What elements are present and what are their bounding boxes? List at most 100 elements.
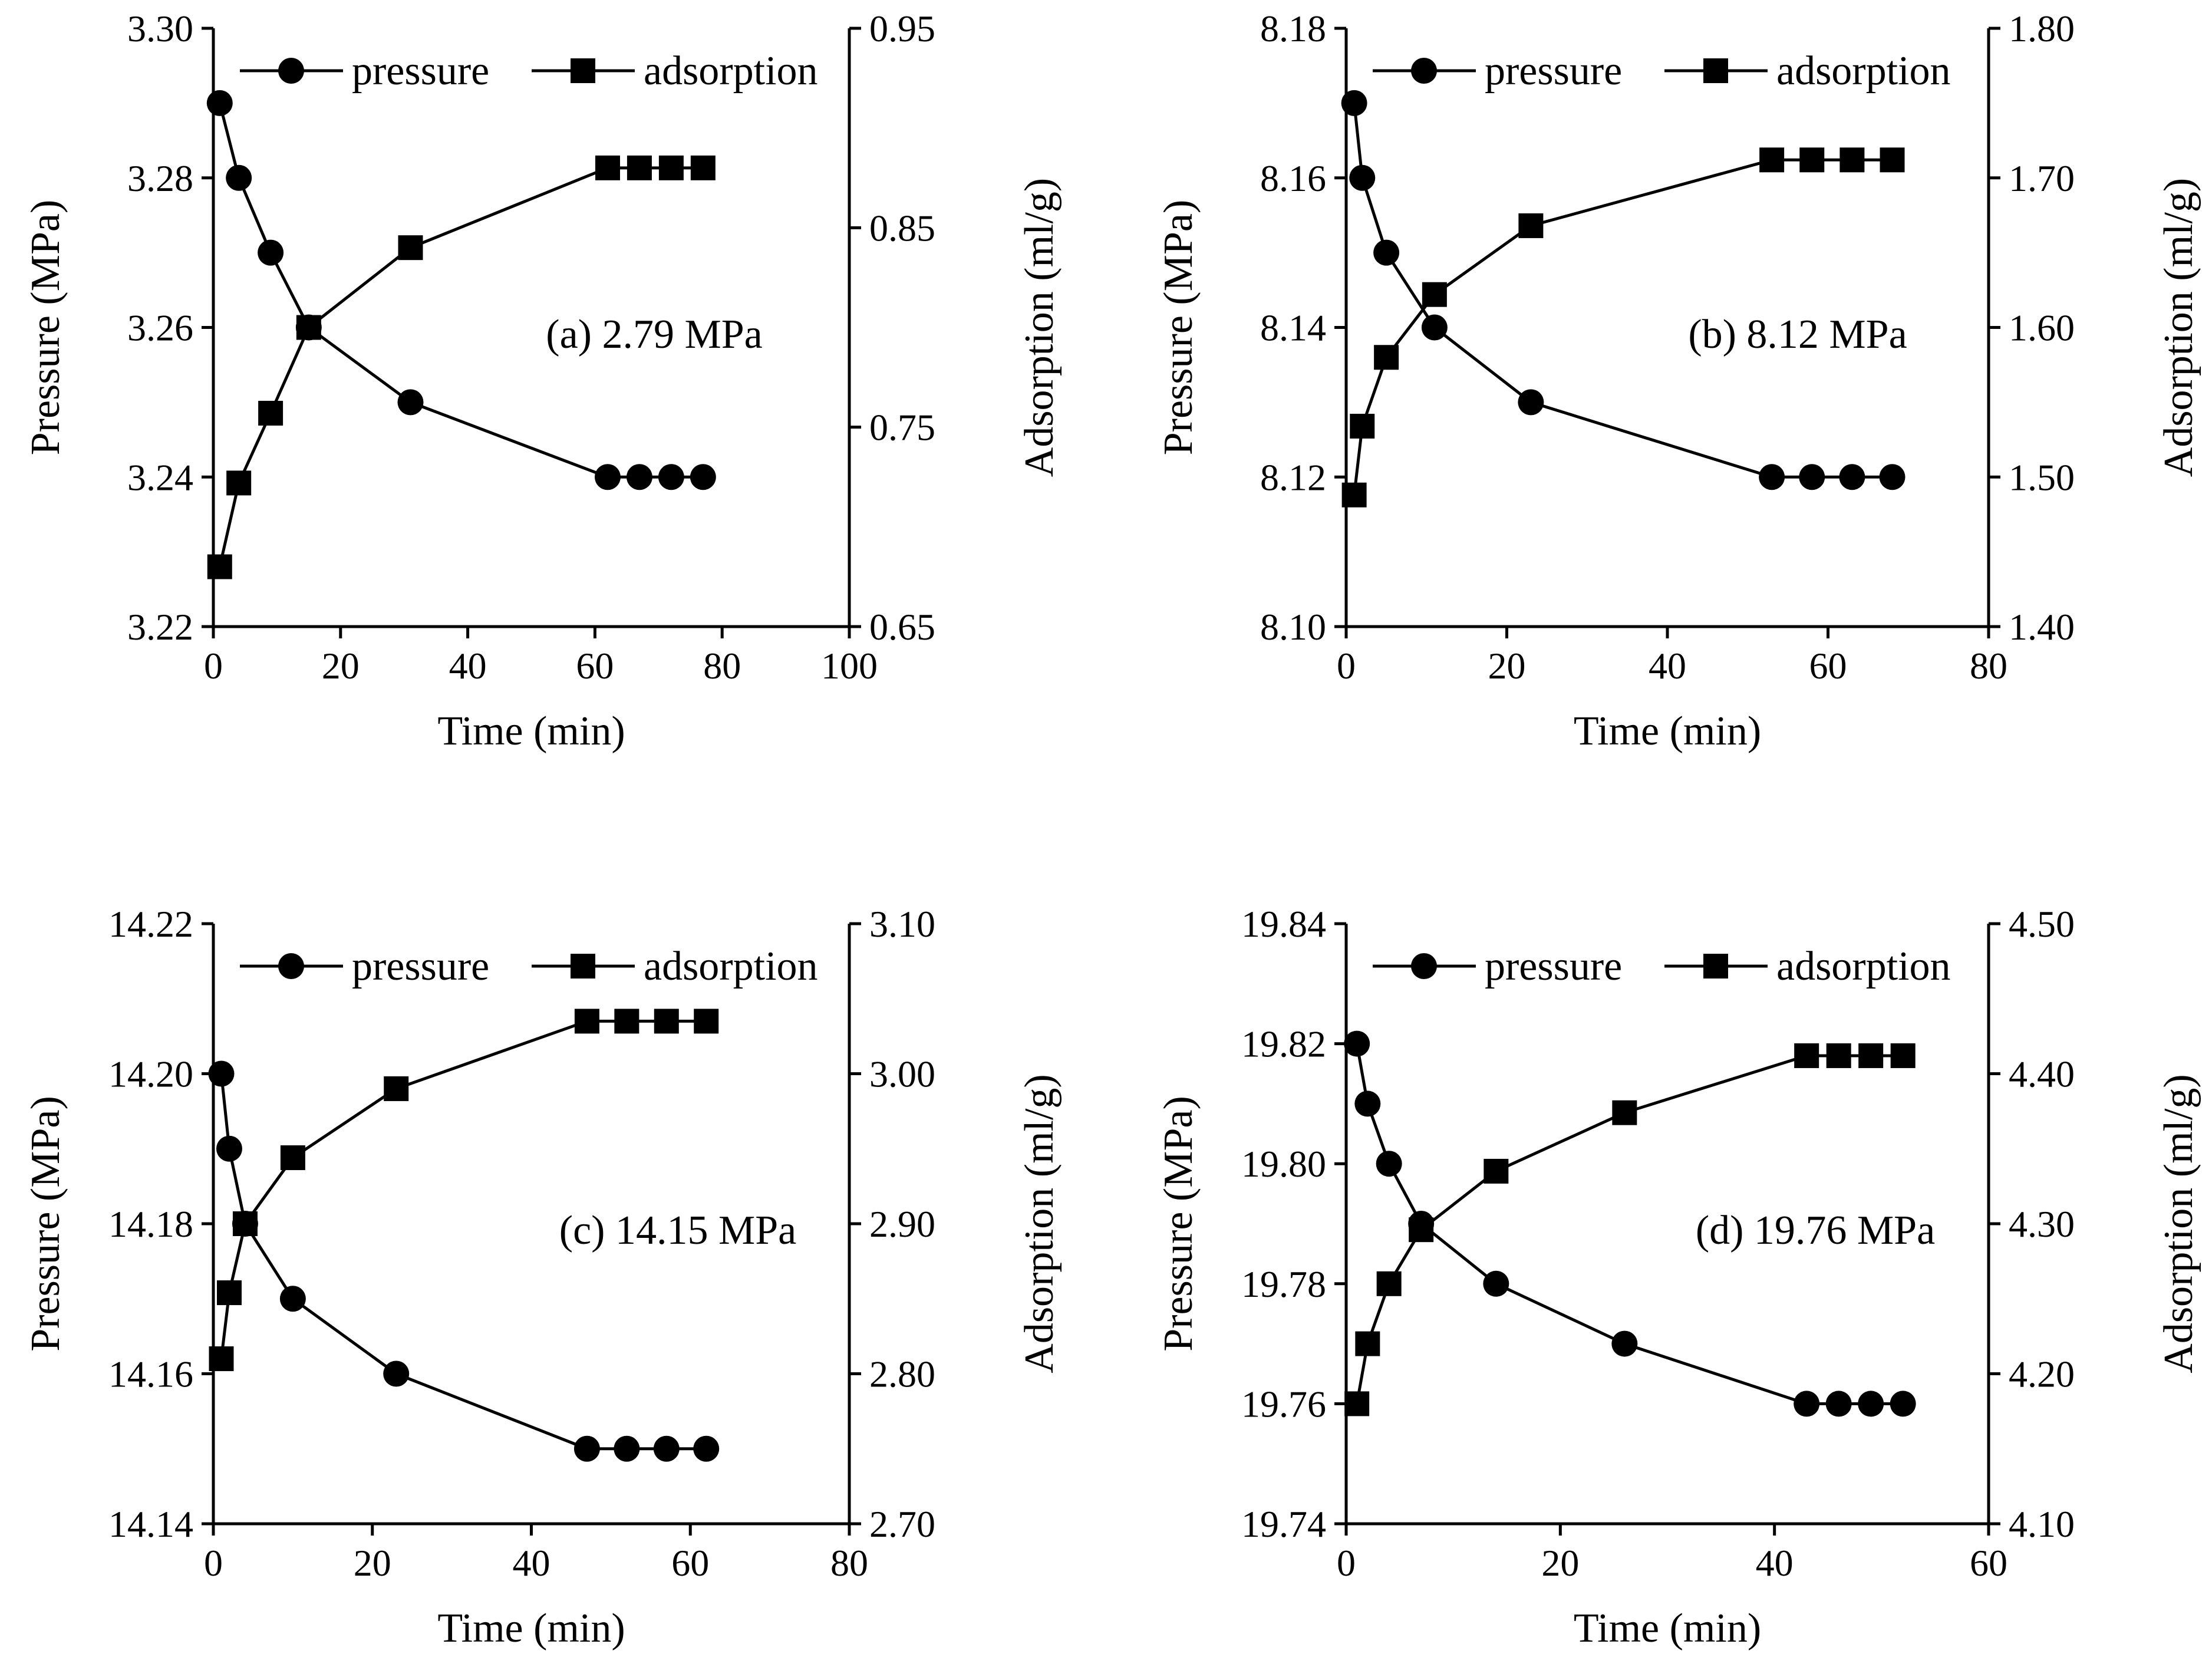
x-tick-label: 80	[1970, 645, 2007, 687]
y-left-tick-label: 14.18	[108, 1203, 193, 1245]
point-adsorption	[595, 155, 620, 180]
point-pressure	[658, 464, 684, 490]
y-left-tick-label: 19.74	[1241, 1503, 1326, 1545]
point-adsorption	[1840, 147, 1865, 173]
panel-annotation: (d) 19.76 MPa	[1696, 1208, 1935, 1253]
y-left-tick-label: 3.22	[127, 606, 193, 648]
point-pressure	[279, 1286, 306, 1312]
y-left-tick-label: 19.82	[1241, 1023, 1326, 1065]
series-line-adsorption	[1355, 1054, 1903, 1404]
y-left-tick-label: 8.18	[1260, 8, 1326, 50]
point-pressure	[1611, 1330, 1638, 1357]
point-pressure	[1344, 1030, 1370, 1057]
point-adsorption	[1612, 1100, 1637, 1125]
point-pressure	[206, 90, 233, 116]
point-adsorption	[1518, 213, 1544, 238]
point-pressure	[258, 239, 284, 266]
legend-label-adsorption: adsorption	[1776, 944, 1951, 989]
y-left-axis-title: Pressure (MPa)	[23, 1096, 68, 1352]
point-pressure	[1879, 464, 1906, 490]
point-adsorption	[1799, 147, 1825, 173]
y-right-tick-label: 0.85	[869, 207, 935, 249]
y-left-tick-label: 3.30	[127, 8, 193, 50]
panel-c: 0 20 40 60 80 14.14 14.16 14.18 14.20 14.22 2.70 2.…	[23, 903, 1062, 1651]
y-right-tick-label: 0.65	[869, 606, 935, 648]
y-left-tick-label: 14.16	[108, 1353, 193, 1395]
y-right-tick-label: 2.80	[869, 1353, 935, 1395]
legend-label-pressure: pressure	[1485, 944, 1622, 989]
y-left-tick-label: 8.14	[1260, 307, 1326, 349]
panel-annotation: (a) 2.79 MPa	[546, 312, 762, 357]
point-adsorption	[694, 1009, 719, 1034]
legend: pressure adsorption	[240, 944, 818, 989]
point-adsorption	[1759, 147, 1785, 173]
y-right-tick-label: 1.50	[2009, 456, 2075, 498]
y-right-tick-label: 4.20	[2009, 1353, 2075, 1395]
point-adsorption	[258, 400, 283, 426]
legend-label-pressure: pressure	[352, 944, 489, 989]
y-left-axis-title: Pressure (MPa)	[1156, 200, 1201, 456]
x-tick-label: 0	[204, 645, 223, 687]
legend-label-adsorption: adsorption	[1776, 48, 1951, 94]
panel-b: 0 20 40 60 80 8.10 8.12 8.14 8.16 8.18 1.40 1.50 1.6…	[1156, 8, 2201, 754]
series-line-adsorption	[218, 166, 703, 568]
y-right-tick-label: 0.95	[869, 8, 935, 50]
point-pressure	[1890, 1391, 1916, 1417]
point-pressure	[594, 464, 621, 490]
point-adsorption	[1374, 345, 1399, 370]
y-left-axis-title: Pressure (MPa)	[23, 200, 68, 456]
y-right-axis-title: Adsorption (ml/g)	[1017, 178, 1062, 477]
x-axis-title: Time (min)	[1574, 709, 1761, 754]
y-left-tick-label: 14.20	[108, 1053, 193, 1095]
point-pressure	[1376, 1151, 1402, 1177]
point-pressure	[208, 1060, 235, 1087]
series-line-pressure	[220, 1073, 707, 1451]
x-tick-label: 60	[1809, 645, 1847, 687]
panel-annotation: (c) 14.15 MPa	[559, 1208, 796, 1253]
point-adsorption	[209, 1346, 234, 1372]
panel-d: 0 20 40 60 19.74 19.76 19.78 19.80 19.82 19.84 4.1…	[1156, 903, 2201, 1651]
point-pressure	[1483, 1270, 1509, 1297]
x-axis-title: Time (min)	[437, 709, 625, 754]
y-left-axis-title: Pressure (MPa)	[1156, 1096, 1201, 1352]
y-right-axis-title: Adsorption (ml/g)	[2156, 178, 2201, 477]
y-left-tick-label: 19.76	[1241, 1383, 1326, 1425]
x-axis-title: Time (min)	[437, 1606, 625, 1651]
point-pressure	[653, 1435, 680, 1462]
point-adsorption	[232, 1211, 258, 1236]
point-adsorption	[1355, 1331, 1380, 1356]
x-tick-label: 60	[1970, 1542, 2007, 1584]
point-pressure	[690, 464, 716, 490]
point-adsorption	[207, 554, 232, 579]
point-pressure	[216, 1135, 242, 1162]
point-pressure	[397, 389, 424, 416]
x-tick-label: 0	[1337, 645, 1356, 687]
legend-marker-adsorption	[1703, 954, 1728, 979]
point-adsorption	[1484, 1158, 1509, 1184]
x-tick-label: 80	[830, 1542, 868, 1584]
y-left-tick-label: 19.80	[1241, 1143, 1326, 1185]
point-adsorption	[1350, 413, 1375, 439]
y-right-tick-label: 4.30	[2009, 1203, 2075, 1245]
point-pressure	[1373, 239, 1400, 266]
point-pressure	[1839, 464, 1865, 490]
legend: pressure adsorption	[1373, 944, 1951, 989]
legend-label-adsorption: adsorption	[644, 48, 818, 94]
point-adsorption	[658, 155, 684, 180]
point-pressure	[1518, 389, 1544, 416]
point-adsorption	[1376, 1271, 1402, 1296]
point-adsorption	[296, 315, 321, 340]
y-right-axis-title: Adsorption (ml/g)	[1017, 1074, 1062, 1373]
point-adsorption	[216, 1280, 242, 1306]
y-right-axis-title: Adsorption (ml/g)	[2156, 1074, 2201, 1373]
series-line-pressure	[1355, 1043, 1903, 1405]
x-tick-label: 0	[1337, 1542, 1356, 1584]
point-adsorption	[398, 235, 423, 261]
y-right-tick-label: 4.10	[2009, 1503, 2075, 1545]
point-pressure	[693, 1435, 720, 1462]
y-right-tick-label: 3.00	[869, 1053, 935, 1095]
legend-marker-adsorption	[1703, 58, 1728, 83]
legend-label-pressure: pressure	[1485, 48, 1622, 94]
y-right-tick-label: 4.40	[2009, 1053, 2075, 1095]
